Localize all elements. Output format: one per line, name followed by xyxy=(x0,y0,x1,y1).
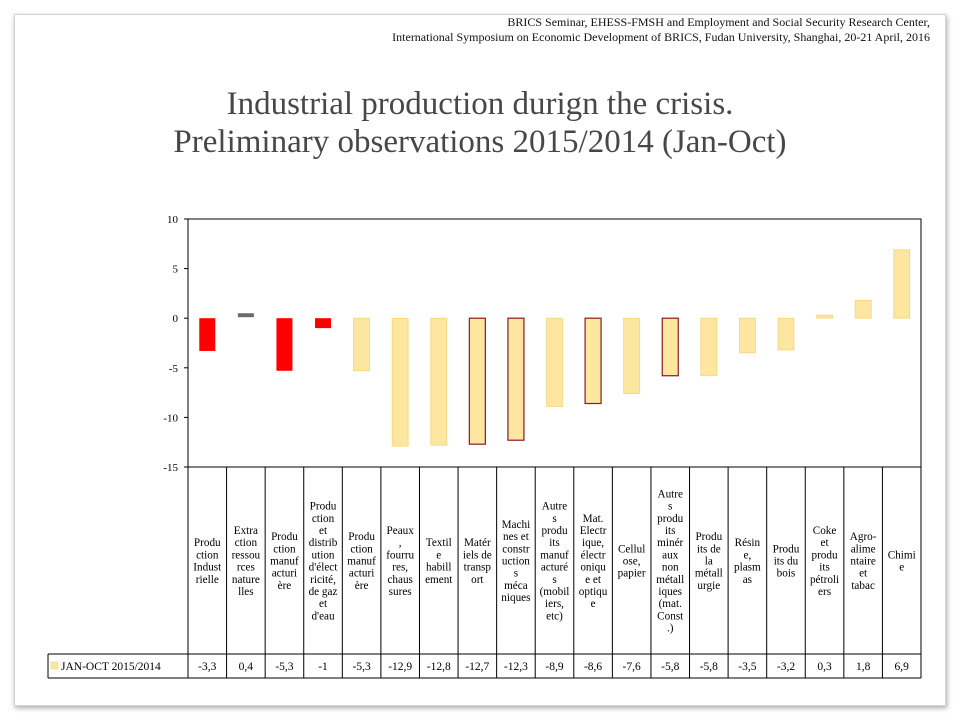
category-label: Matér iels de transp ort xyxy=(463,537,492,586)
bar xyxy=(854,299,872,319)
header-note: BRICS Seminar, EHESS-FMSH and Employment… xyxy=(250,15,930,45)
legend-label: JAN-OCT 2015/2014 xyxy=(61,661,161,673)
category-label: Peaux, fourru res, chaus sures xyxy=(386,525,414,598)
category-label: Produ ction Indust rielle xyxy=(193,537,222,586)
bar xyxy=(661,317,679,377)
category-label: Extra ction ressou rces nature lles xyxy=(232,525,261,598)
bar xyxy=(546,317,563,407)
category-label: Produ ction et distrib ution d'élect ricité, de… xyxy=(309,501,339,623)
bar xyxy=(391,317,409,447)
bar xyxy=(237,313,254,318)
bar xyxy=(353,317,371,372)
y-tick-label: 5 xyxy=(173,264,179,276)
data-label: -12,3 xyxy=(504,661,528,673)
data-label: -3,3 xyxy=(198,661,216,673)
category-label: Coke et produ its pétroli ers xyxy=(810,525,839,598)
category-label: Agro-alime ntaire et tabac xyxy=(850,531,877,592)
category-label: Produ ction manuf acturi ère xyxy=(347,531,376,592)
data-label: -3,5 xyxy=(738,661,756,673)
title-line-2: Preliminary observations 2015/2014 (Jan-… xyxy=(173,124,787,160)
y-tick-label: -15 xyxy=(163,462,178,474)
legend-swatch xyxy=(50,661,59,670)
data-label: -3,2 xyxy=(777,661,795,673)
category-label: Textil e habill ement xyxy=(425,537,453,586)
category-label: Cellul ose, papier xyxy=(618,543,646,579)
bar xyxy=(199,318,216,351)
data-label: -5,3 xyxy=(352,661,370,673)
bar xyxy=(315,318,332,329)
bar xyxy=(584,317,602,405)
data-label: 0,3 xyxy=(817,661,832,673)
category-label: Produ its du bois xyxy=(773,543,800,579)
data-label: 0,4 xyxy=(239,661,254,673)
title-line-1: Industrial production durign the crisis. xyxy=(226,86,734,122)
data-label: -8,9 xyxy=(545,661,563,673)
category-label: Autre s produ its minér aux non métall iques (mat… xyxy=(656,488,684,634)
header-line-2: International Symposium on Economic Deve… xyxy=(392,30,930,44)
category-label: Produ its de la métall urgie xyxy=(695,531,723,592)
category-label: Autre s produ its manuf acturé s (mobil iers, etc… xyxy=(540,501,570,623)
bar xyxy=(276,318,293,371)
bar xyxy=(893,249,911,319)
category-label: Mat. Electr ique, électr oniqu e et optiqu e xyxy=(579,513,608,610)
page-title: Industrial production durign the crisis.… xyxy=(60,85,900,161)
data-label: 6,9 xyxy=(895,661,910,673)
data-label: -12,7 xyxy=(465,661,489,673)
data-label: -8,6 xyxy=(584,661,602,673)
data-label: -1 xyxy=(318,661,328,673)
data-label: 1,8 xyxy=(856,661,871,673)
header-line-1: BRICS Seminar, EHESS-FMSH and Employment… xyxy=(507,15,930,29)
data-label: -12,8 xyxy=(427,661,451,673)
category-label: Produ ction manuf acturi ère xyxy=(270,531,299,592)
category-label: Résin e, plasm as xyxy=(734,537,761,586)
bar xyxy=(738,317,756,354)
bar xyxy=(700,317,718,377)
bar xyxy=(430,317,448,446)
bar xyxy=(777,317,795,351)
category-label: Machi nes et constr uction s méca niques xyxy=(501,519,530,604)
bar xyxy=(623,317,641,394)
y-tick-label: -10 xyxy=(163,412,178,424)
bar xyxy=(816,314,833,319)
y-tick-label: 0 xyxy=(173,313,179,325)
y-tick-label: 10 xyxy=(167,214,179,226)
plot-area xyxy=(187,218,922,468)
data-label: -5,8 xyxy=(700,661,718,673)
y-tick-label: -5 xyxy=(169,363,179,375)
data-label: -12,9 xyxy=(388,661,412,673)
data-label: -5,3 xyxy=(275,661,293,673)
bar xyxy=(507,317,525,441)
data-label: -5,8 xyxy=(661,661,679,673)
data-label: -7,6 xyxy=(623,661,641,673)
bar xyxy=(468,317,486,445)
category-label: Chimi e xyxy=(888,549,916,573)
